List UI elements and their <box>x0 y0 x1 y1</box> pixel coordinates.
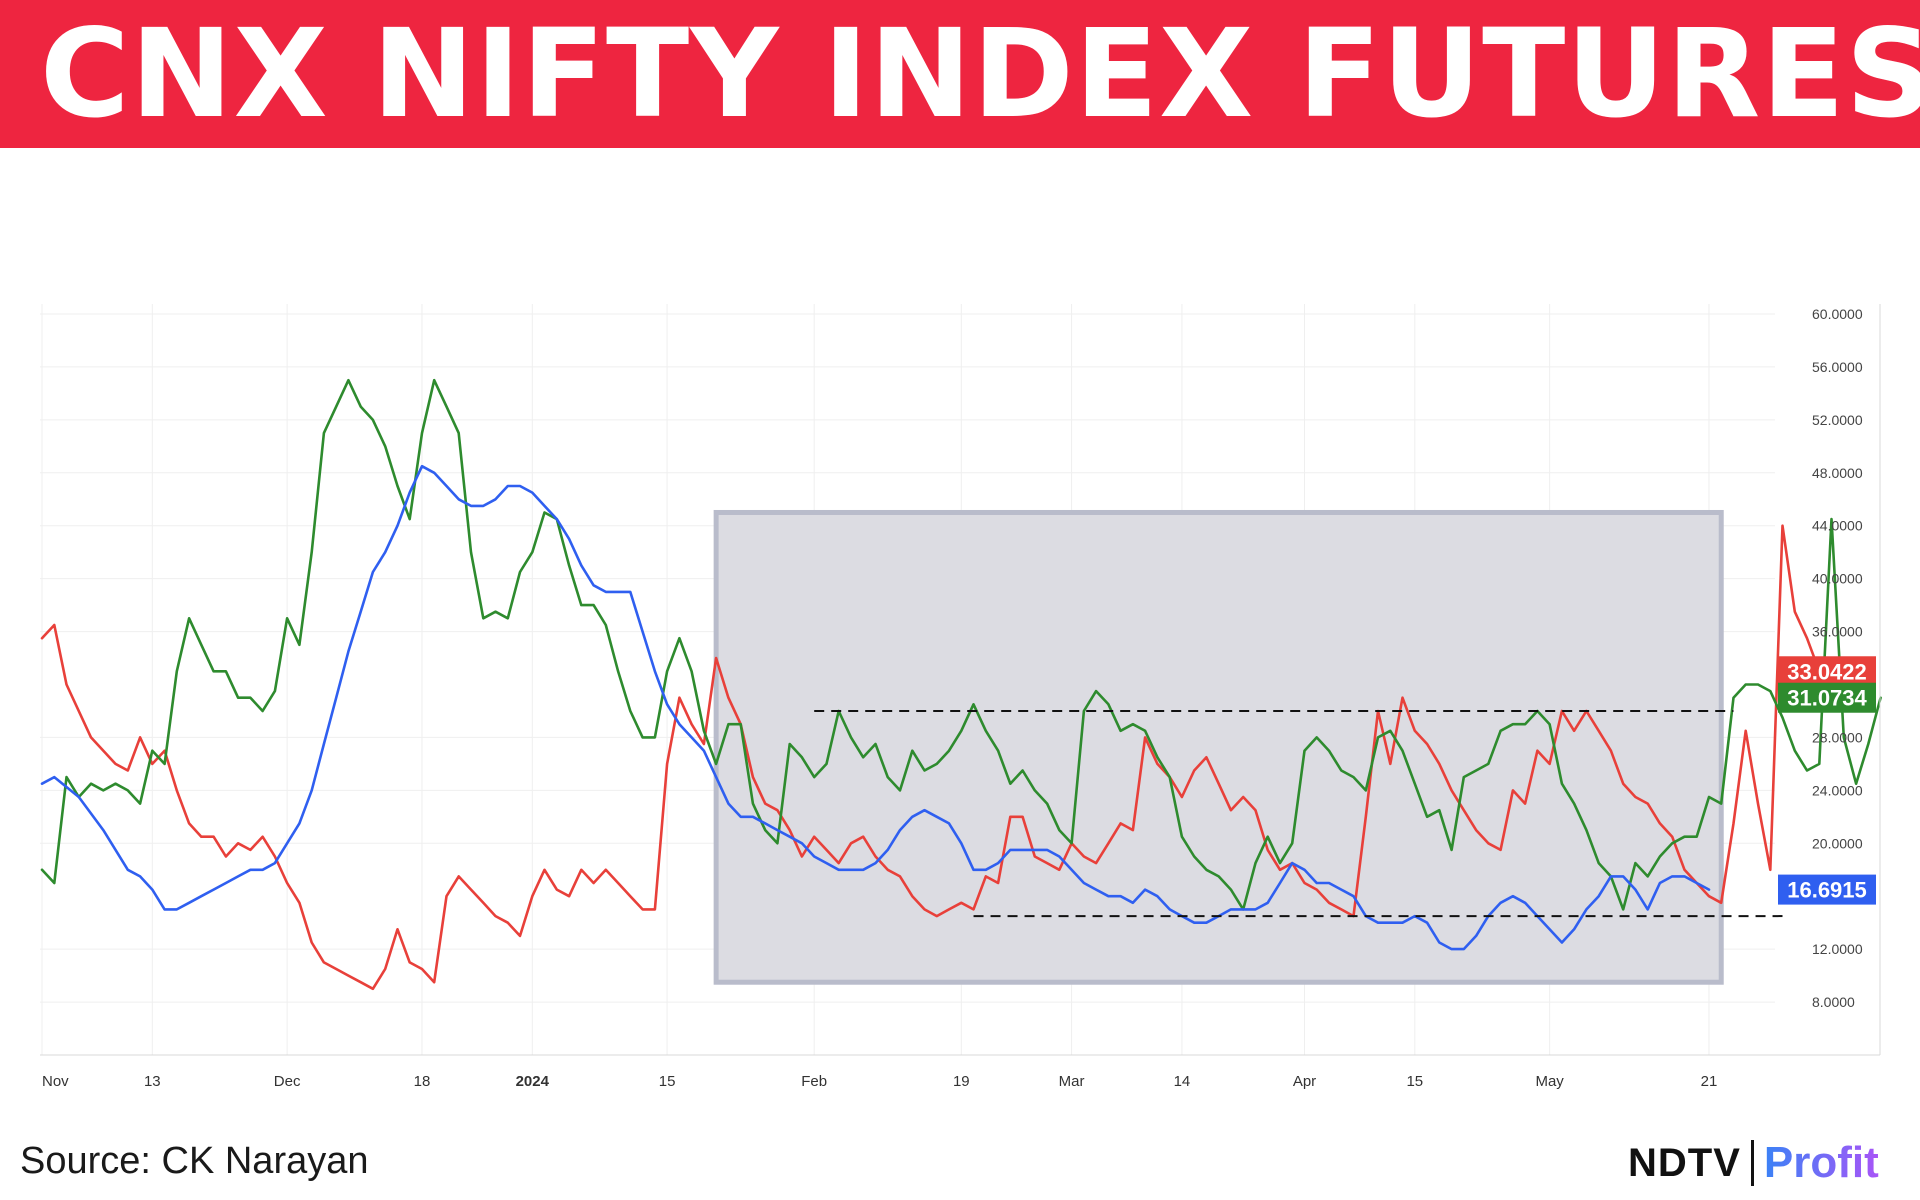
x-tick-label: 18 <box>414 1073 431 1090</box>
x-tick-label: Nov <box>42 1073 69 1090</box>
y-tick-label: 12.0000 <box>1812 941 1863 957</box>
last-value-label-1: 33.0422 <box>1787 659 1867 684</box>
x-tick-label: 13 <box>144 1073 161 1090</box>
logo-ndtv-text: NDTV <box>1628 1140 1741 1185</box>
page-title: CNX NIFTY INDEX FUTURES <box>40 3 1920 145</box>
last-value-label-2: 31.0734 <box>1787 686 1867 711</box>
logo-divider <box>1750 1140 1754 1186</box>
x-tick-label: 19 <box>953 1073 970 1090</box>
consolidation-box-layer <box>713 509 1724 985</box>
y-tick-label: 52.0000 <box>1812 412 1863 428</box>
x-tick-label: 14 <box>1174 1073 1191 1090</box>
x-tick-label: 15 <box>1406 1073 1423 1090</box>
x-tick-label: Dec <box>274 1073 301 1090</box>
y-tick-label: 20.0000 <box>1812 835 1863 851</box>
consolidation-box <box>713 509 1724 985</box>
source-credit: Source: CK Narayan <box>20 1140 369 1182</box>
x-tick-label: Feb <box>801 1073 827 1090</box>
series-line-1 <box>40 524 1821 991</box>
last-value-label-3: 16.6915 <box>1787 878 1867 903</box>
series-layer <box>40 378 1882 991</box>
y-tick-label: 44.0000 <box>1812 518 1863 534</box>
y-tick-label: 48.0000 <box>1812 465 1863 481</box>
series-line-3 <box>40 464 1711 951</box>
x-tick-label: 15 <box>659 1073 676 1090</box>
series-line-2 <box>40 378 1882 911</box>
range-lines-layer <box>814 709 1783 918</box>
last-value-badge-3 <box>1778 874 1876 905</box>
ndtv-profit-logo: NDTV Profit <box>1628 1136 1879 1190</box>
logo-profit-text: Profit <box>1763 1138 1879 1187</box>
x-tick-label: 2024 <box>516 1073 550 1090</box>
y-tick-label: 8.0000 <box>1812 994 1855 1010</box>
y-tick-label: 56.0000 <box>1812 359 1863 375</box>
y-tick-label: 40.0000 <box>1812 571 1863 587</box>
axis-layer: 60.0000 56.0000 52.0000 48.0000 44.0000 40.00… <box>40 304 1881 1090</box>
x-tick-label: May <box>1535 1073 1564 1090</box>
y-tick-label: 36.0000 <box>1812 624 1863 640</box>
title-banner: CNX NIFTY INDEX FUTURES <box>0 0 1920 148</box>
x-tick-label: Apr <box>1293 1073 1316 1090</box>
x-tick-label: 21 <box>1701 1073 1718 1090</box>
last-value-badge-1 <box>1778 656 1876 687</box>
y-tick-label: 24.0000 <box>1812 782 1863 798</box>
x-tick-label: Mar <box>1059 1073 1085 1090</box>
y-tick-label: 60.0000 <box>1812 306 1863 322</box>
last-value-badge-2 <box>1778 682 1876 713</box>
y-tick-label: 28.0000 <box>1812 729 1863 745</box>
